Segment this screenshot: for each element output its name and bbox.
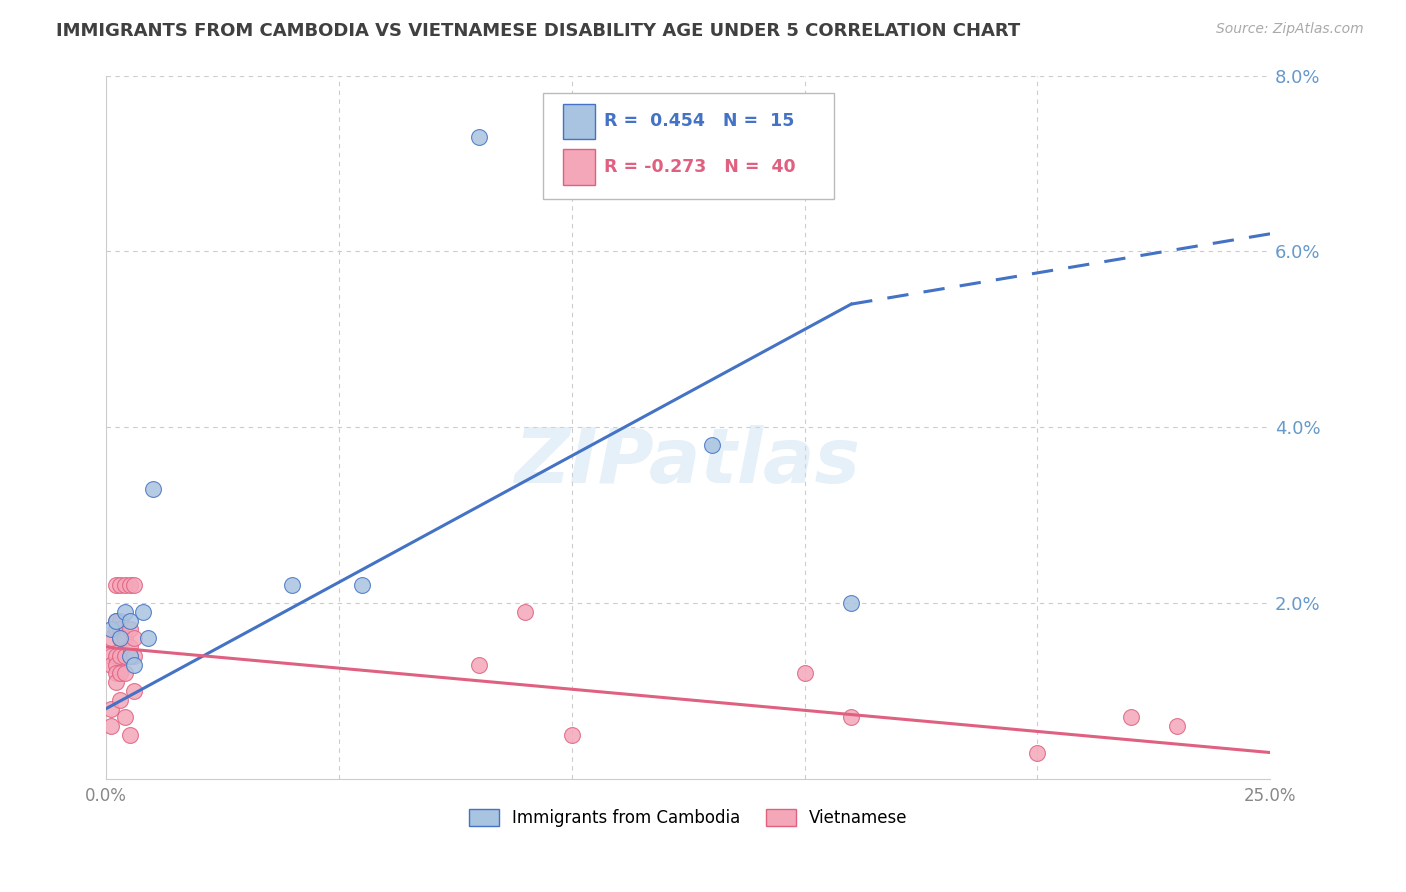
Point — [100, 648, 122, 663]
Point — [108, 623, 131, 637]
Point — [118, 640, 141, 654]
Point — [104, 675, 127, 690]
Point — [108, 632, 131, 646]
Point — [1026, 746, 1049, 760]
Point — [1166, 719, 1188, 733]
Point — [100, 632, 122, 646]
Point — [122, 657, 145, 672]
Point — [100, 719, 122, 733]
Text: Source: ZipAtlas.com: Source: ZipAtlas.com — [1216, 22, 1364, 37]
Point — [122, 684, 145, 698]
Point — [122, 632, 145, 646]
Point — [561, 728, 583, 742]
Point — [100, 657, 122, 672]
Point — [104, 614, 127, 628]
Point — [132, 605, 155, 619]
Point — [839, 596, 862, 610]
Point — [1119, 710, 1142, 724]
Point — [114, 605, 136, 619]
Point — [104, 648, 127, 663]
Point — [114, 648, 136, 663]
Point — [118, 623, 141, 637]
Point — [100, 701, 122, 715]
FancyBboxPatch shape — [543, 93, 834, 199]
Point — [700, 438, 723, 452]
Point — [104, 578, 127, 592]
Point — [142, 482, 165, 496]
Point — [515, 605, 537, 619]
Point — [118, 728, 141, 742]
Point — [114, 632, 136, 646]
Point — [793, 666, 815, 681]
Bar — [562, 103, 595, 139]
Text: ZIPatlas: ZIPatlas — [515, 425, 862, 500]
Point — [104, 666, 127, 681]
Point — [114, 666, 136, 681]
Point — [108, 648, 131, 663]
Point — [839, 710, 862, 724]
Point — [108, 578, 131, 592]
Point — [104, 623, 127, 637]
Point — [108, 693, 131, 707]
Legend: Immigrants from Cambodia, Vietnamese: Immigrants from Cambodia, Vietnamese — [463, 803, 914, 834]
Point — [108, 666, 131, 681]
Point — [136, 632, 159, 646]
Point — [114, 578, 136, 592]
Point — [104, 657, 127, 672]
Bar — [562, 149, 595, 185]
Point — [118, 614, 141, 628]
Point — [467, 657, 489, 672]
Point — [104, 614, 127, 628]
Point — [108, 614, 131, 628]
Text: R = -0.273   N =  40: R = -0.273 N = 40 — [605, 158, 796, 176]
Point — [467, 130, 489, 145]
Text: IMMIGRANTS FROM CAMBODIA VS VIETNAMESE DISABILITY AGE UNDER 5 CORRELATION CHART: IMMIGRANTS FROM CAMBODIA VS VIETNAMESE D… — [56, 22, 1021, 40]
Point — [122, 578, 145, 592]
Point — [118, 648, 141, 663]
Point — [108, 632, 131, 646]
Text: R =  0.454   N =  15: R = 0.454 N = 15 — [605, 112, 794, 130]
Point — [122, 648, 145, 663]
Point — [114, 710, 136, 724]
Point — [281, 578, 304, 592]
Point — [100, 623, 122, 637]
Point — [352, 578, 374, 592]
Point — [118, 578, 141, 592]
